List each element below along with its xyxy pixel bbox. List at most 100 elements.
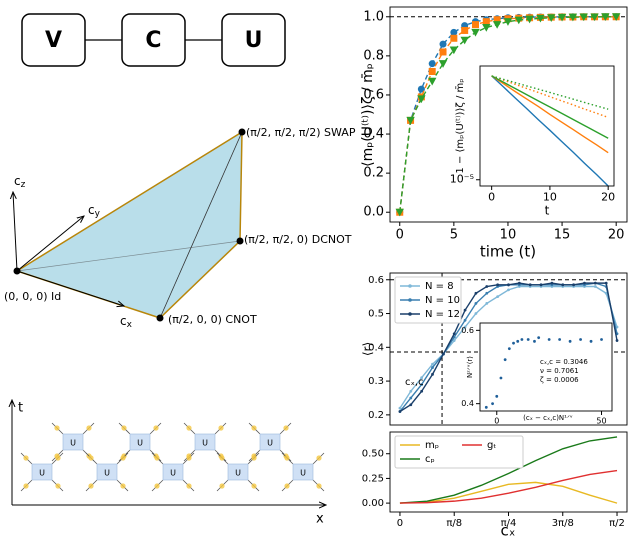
marker	[439, 48, 447, 56]
x-tick-label: 50	[596, 416, 606, 425]
x-axis-label: time (t)	[480, 243, 536, 261]
x-tick-label: π/4	[501, 518, 517, 529]
x-tick-label: 0	[494, 416, 499, 425]
gate-label: U	[235, 469, 241, 478]
axis-label: cz	[14, 174, 26, 190]
marker	[395, 208, 404, 217]
y-tick-label: 0.6	[368, 275, 384, 286]
marker	[604, 281, 608, 285]
axes-frame	[479, 65, 615, 187]
axis-arrow	[16, 216, 84, 272]
qubit-dot	[54, 425, 60, 431]
series-line	[491, 75, 609, 154]
marker	[420, 389, 424, 393]
marker	[420, 376, 424, 380]
gate-box	[62, 433, 84, 451]
x-tick-label: π/2	[609, 518, 625, 529]
marker	[428, 60, 436, 68]
qubit-dot	[154, 483, 160, 489]
marker	[482, 18, 490, 26]
y-tick-label: 1.0	[363, 9, 384, 24]
x-tick-label: 0	[396, 227, 404, 242]
x-tick-label: 10	[500, 227, 517, 242]
x-tick-label: 10	[543, 191, 557, 204]
legend-marker	[408, 284, 412, 288]
marker	[484, 405, 488, 409]
x-tick-label: 0	[488, 191, 495, 204]
data-layer	[390, 13, 627, 217]
qubit-dot	[283, 425, 289, 431]
y-tick-label: 0.00	[362, 498, 384, 509]
series-line	[399, 481, 618, 504]
y-tick-label: 0.5	[368, 309, 384, 320]
marker	[409, 396, 413, 400]
marker	[539, 283, 543, 287]
y-tick-label: 0.3	[368, 376, 384, 387]
y-tick-label: 0.2	[368, 410, 384, 421]
axis-label-sub: y	[95, 209, 101, 219]
qubit-dot	[23, 483, 29, 489]
chart: 0 π/8 π/4 3π/8 π/2 0.00 0.25 0.50 cₓ mₚ cₚ gₜ	[362, 431, 628, 540]
marker	[471, 28, 480, 37]
marker	[568, 13, 578, 22]
marker	[482, 24, 491, 32]
marker	[461, 26, 469, 34]
series-line	[491, 75, 609, 139]
gate-box	[292, 463, 314, 481]
marker	[601, 13, 610, 21]
marker	[420, 383, 424, 386]
marker	[514, 16, 523, 25]
qubit-dot	[88, 483, 94, 489]
gate-label: U	[202, 439, 208, 448]
series-line	[491, 75, 609, 110]
plot-area	[480, 323, 612, 411]
marker	[558, 338, 562, 341]
y-tick-label: 0.6	[461, 326, 474, 335]
qubit-dot	[86, 425, 92, 431]
y-tick-label: 0.50	[362, 449, 384, 460]
marker	[589, 339, 593, 343]
axes-frame	[389, 6, 628, 223]
marker	[474, 312, 478, 315]
x-axis-label: t	[545, 204, 550, 218]
qubit-dot	[186, 483, 192, 489]
marker	[528, 283, 532, 287]
axis-arrow	[16, 270, 124, 306]
qubit-dot	[251, 425, 257, 431]
y-axis-label: ⟨mₚ(U⁽ᵗ⁾)⟩ζ / m̄ₚ	[360, 63, 376, 167]
marker	[503, 358, 507, 362]
qubit-dot	[23, 455, 29, 461]
series-line	[399, 16, 617, 213]
hidden-edge	[16, 240, 241, 272]
series-line	[491, 75, 609, 186]
qubit-dot	[316, 455, 322, 461]
marker	[593, 281, 597, 285]
marker	[547, 14, 556, 22]
marker	[496, 283, 500, 287]
marker	[428, 77, 437, 86]
y-tick-label: 0.2	[363, 166, 384, 181]
inner-edge	[159, 131, 243, 319]
gate-box	[96, 463, 118, 481]
y-tick-label: 0.6	[363, 87, 384, 102]
qubit-dot	[121, 425, 127, 431]
weyl-chamber: cz cy cx (0, 0, 0) Id (π/2, 0, 0) CNOT (…	[4, 126, 356, 330]
x-tick-label: 15	[554, 227, 571, 242]
marker	[590, 13, 599, 22]
data-layer	[484, 336, 603, 409]
node-box	[121, 13, 186, 67]
marker	[579, 338, 582, 341]
node-box	[221, 13, 286, 67]
marker	[507, 347, 511, 351]
marker	[417, 95, 426, 104]
vertex-label: (π/2, π/2, 0) DCNOT	[244, 233, 352, 246]
marker	[463, 325, 467, 329]
axis-arrow	[13, 192, 18, 272]
marker	[512, 341, 515, 345]
marker	[452, 339, 456, 342]
legend-box	[394, 276, 462, 324]
gate-box	[259, 433, 281, 451]
marker	[495, 394, 499, 398]
chart: 0 10 20 10⁻⁵ t 1 − ⟨mₚ(U⁽ᵗ⁾)⟩ζ / m̄ₚ	[450, 65, 615, 218]
